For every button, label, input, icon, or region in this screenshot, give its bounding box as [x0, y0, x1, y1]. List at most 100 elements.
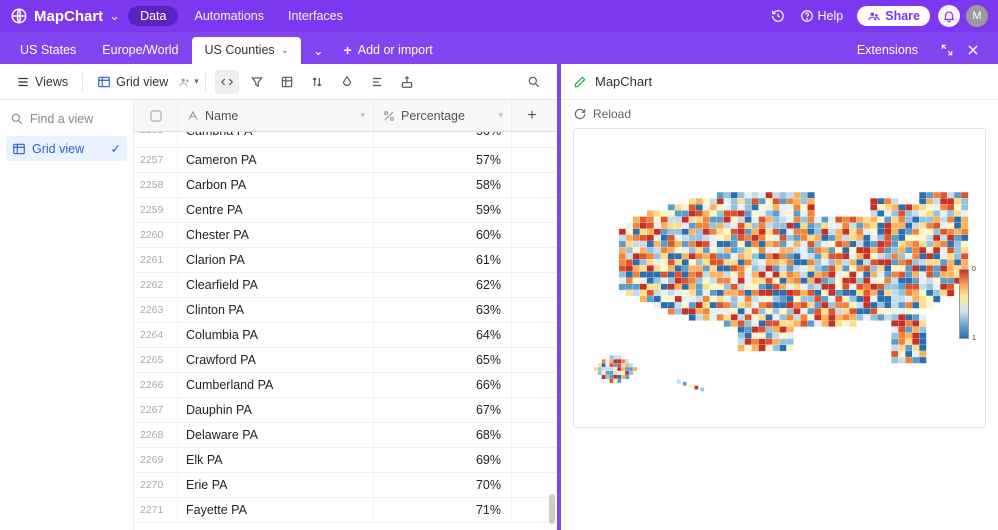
cell-percentage[interactable]: 56% [374, 132, 512, 147]
cell-name[interactable]: Crawford PA [178, 348, 374, 372]
cell-name[interactable]: Columbia PA [178, 323, 374, 347]
add-column-button[interactable]: + [512, 100, 552, 131]
find-view-input[interactable]: Find a view [6, 108, 127, 136]
extension-pane: MapChart Reload 0 1 [561, 64, 998, 530]
select-all-checkbox[interactable] [134, 100, 178, 131]
sort-icon[interactable] [305, 70, 329, 94]
color-icon[interactable] [335, 70, 359, 94]
table-row[interactable]: 2266Cumberland PA66% [134, 373, 557, 398]
cell-name[interactable]: Cumberland PA [178, 373, 374, 397]
column-header-name[interactable]: Name ▾ [178, 100, 374, 131]
cell-percentage[interactable]: 60% [374, 223, 512, 247]
table-row[interactable]: 2267Dauphin PA67% [134, 398, 557, 423]
tab-us-states[interactable]: US States [8, 37, 88, 64]
table-row[interactable]: 2271Fayette PA71% [134, 498, 557, 523]
row-number: 2271 [134, 498, 178, 522]
column-header-percentage[interactable]: Percentage ▾ [374, 100, 512, 131]
cell-name[interactable]: Clearfield PA [178, 273, 374, 297]
cell-percentage[interactable]: 61% [374, 248, 512, 272]
row-height-icon[interactable] [365, 70, 389, 94]
code-view-icon[interactable] [215, 70, 239, 94]
cell-percentage[interactable]: 57% [374, 148, 512, 172]
row-number: 2270 [134, 473, 178, 497]
row-number: 2260 [134, 223, 178, 247]
table-row[interactable]: 2261Clarion PA61% [134, 248, 557, 273]
table-row[interactable]: 2260Chester PA60% [134, 223, 557, 248]
cell-name[interactable]: Dauphin PA [178, 398, 374, 422]
cell-percentage[interactable]: 68% [374, 423, 512, 447]
extensions-tab-label[interactable]: Extensions [845, 37, 930, 64]
reload-button[interactable]: Reload [561, 100, 998, 128]
table-row[interactable]: 2255Cambria PA56% [134, 132, 557, 148]
cell-percentage[interactable]: 65% [374, 348, 512, 372]
base-name[interactable]: MapChart [34, 8, 103, 25]
table-row[interactable]: 2259Centre PA59% [134, 198, 557, 223]
help-button[interactable]: Help [800, 9, 844, 23]
cell-name[interactable]: Elk PA [178, 448, 374, 472]
expand-extension-icon[interactable] [937, 40, 957, 60]
share-view-icon[interactable] [395, 70, 419, 94]
cell-name[interactable]: Cambria PA [178, 132, 374, 147]
cell-name[interactable]: Erie PA [178, 473, 374, 497]
cell-percentage[interactable]: 58% [374, 173, 512, 197]
collaborators-icon[interactable]: ▾ [178, 75, 199, 89]
cell-percentage[interactable]: 63% [374, 298, 512, 322]
cell-percentage[interactable]: 71% [374, 498, 512, 522]
table-row[interactable]: 2262Clearfield PA62% [134, 273, 557, 298]
add-label: Add or import [358, 43, 433, 57]
cell-name[interactable]: Fayette PA [178, 498, 374, 522]
cell-percentage[interactable]: 64% [374, 323, 512, 347]
extension-title: MapChart [595, 74, 652, 89]
sidebar-view-grid[interactable]: Grid view ✓ [6, 136, 127, 161]
cell-percentage[interactable]: 67% [374, 398, 512, 422]
edit-icon[interactable] [573, 75, 587, 89]
filter-icon[interactable] [245, 70, 269, 94]
add-or-import-button[interactable]: +Add or import [334, 36, 443, 64]
table-row[interactable]: 2270Erie PA70% [134, 473, 557, 498]
cell-name[interactable]: Chester PA [178, 223, 374, 247]
tab-us-counties[interactable]: US Counties⌄ [192, 37, 301, 64]
tables-dropdown[interactable]: ⌄ [303, 37, 333, 64]
notifications-button[interactable] [938, 5, 960, 27]
scrollbar-thumb[interactable] [549, 494, 555, 524]
table-row[interactable]: 2257Cameron PA57% [134, 148, 557, 173]
search-records-icon[interactable] [522, 70, 546, 94]
nav-data[interactable]: Data [128, 6, 178, 26]
cell-percentage[interactable]: 62% [374, 273, 512, 297]
chevron-down-icon[interactable]: ▾ [360, 110, 365, 121]
share-button[interactable]: Share [857, 6, 930, 26]
views-button[interactable]: Views [8, 71, 76, 93]
table-row[interactable]: 2268Delaware PA68% [134, 423, 557, 448]
row-number: 2262 [134, 273, 178, 297]
table-row[interactable]: 2265Crawford PA65% [134, 348, 557, 373]
cell-name[interactable]: Delaware PA [178, 423, 374, 447]
nav-interfaces[interactable]: Interfaces [276, 6, 355, 26]
chevron-down-icon[interactable]: ▾ [498, 110, 503, 121]
cell-name[interactable]: Carbon PA [178, 173, 374, 197]
table-row[interactable]: 2264Columbia PA64% [134, 323, 557, 348]
row-number: 2269 [134, 448, 178, 472]
close-extension-icon[interactable] [963, 40, 983, 60]
top-bar: MapChart ⌄ Data Automations Interfaces H… [0, 0, 998, 32]
legend-min: 0 [972, 266, 976, 273]
cell-percentage[interactable]: 66% [374, 373, 512, 397]
group-icon[interactable] [275, 70, 299, 94]
cell-percentage[interactable]: 70% [374, 473, 512, 497]
table-row[interactable]: 2258Carbon PA58% [134, 173, 557, 198]
chevron-down-icon[interactable]: ⌄ [281, 45, 289, 56]
cell-name[interactable]: Clarion PA [178, 248, 374, 272]
tab-europe-world[interactable]: Europe/World [90, 37, 190, 64]
cell-percentage[interactable]: 59% [374, 198, 512, 222]
map-legend: 0 1 [959, 269, 969, 339]
table-row[interactable]: 2269Elk PA69% [134, 448, 557, 473]
cell-name[interactable]: Centre PA [178, 198, 374, 222]
cell-percentage[interactable]: 69% [374, 448, 512, 472]
base-chevron-icon[interactable]: ⌄ [109, 8, 120, 24]
current-view-button[interactable]: Grid view [89, 71, 176, 93]
cell-name[interactable]: Clinton PA [178, 298, 374, 322]
avatar[interactable]: M [966, 5, 988, 27]
history-icon[interactable] [766, 4, 790, 28]
table-row[interactable]: 2263Clinton PA63% [134, 298, 557, 323]
cell-name[interactable]: Cameron PA [178, 148, 374, 172]
nav-automations[interactable]: Automations [182, 6, 275, 26]
